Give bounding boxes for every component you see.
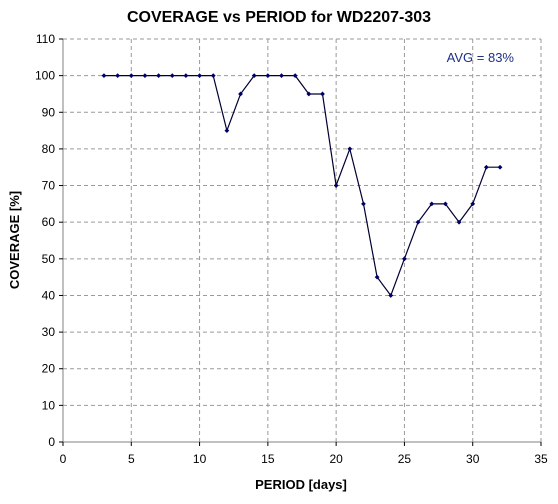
data-point (115, 73, 121, 79)
data-point (279, 73, 284, 79)
data-point (306, 91, 312, 97)
series-layer (101, 73, 503, 298)
x-tick-label-15: 15 (261, 452, 275, 466)
y-tick-label-40: 40 (42, 288, 56, 302)
x-tick-label-30: 30 (466, 452, 480, 466)
data-point (497, 164, 503, 170)
y-tick-label-30: 30 (42, 325, 56, 339)
axes (59, 38, 542, 446)
x-tick-label-0: 0 (60, 452, 67, 466)
data-point (402, 256, 407, 262)
y-tick-label-60: 60 (42, 215, 56, 229)
data-point (361, 201, 366, 207)
data-point (142, 73, 148, 79)
tick-labels: 0 10 20 30 40 50 60 70 80 90 100 110 0 5 10 15 20 25 30 35 (35, 32, 548, 466)
data-point (156, 73, 161, 79)
data-point (238, 91, 243, 97)
data-point (456, 219, 462, 225)
data-point (197, 73, 202, 79)
data-point (169, 73, 175, 79)
y-tick-label-80: 80 (42, 142, 56, 156)
avg-annotation: AVG = 83% (447, 50, 515, 65)
x-tick-label-5: 5 (128, 452, 135, 466)
x-tick-label-35: 35 (534, 452, 548, 466)
x-axis-label: PERIOD [days] (255, 477, 347, 492)
y-tick-label-90: 90 (42, 105, 56, 119)
y-tick-label-10: 10 (42, 398, 56, 412)
grid (63, 38, 542, 442)
data-point (128, 73, 134, 79)
y-tick-label-50: 50 (42, 252, 56, 266)
x-tick-label-25: 25 (398, 452, 412, 466)
data-point (183, 73, 189, 79)
data-point (347, 146, 353, 152)
y-tick-label-110: 110 (36, 32, 55, 46)
data-point (251, 73, 257, 79)
data-point (415, 219, 421, 225)
data-point (429, 201, 435, 207)
data-point (292, 73, 298, 79)
data-point (443, 201, 448, 207)
x-tick-label-20: 20 (329, 452, 343, 466)
y-tick-label-20: 20 (42, 362, 56, 376)
y-tick-label-100: 100 (35, 69, 55, 83)
data-point (210, 73, 216, 79)
y-tick-label-0: 0 (48, 435, 55, 449)
data-point (374, 274, 380, 280)
data-point (224, 128, 230, 133)
data-point (470, 201, 476, 207)
data-point (483, 164, 489, 170)
data-point (320, 91, 325, 97)
chart-title: COVERAGE vs PERIOD for WD2207-303 (127, 9, 431, 26)
data-point (265, 73, 271, 79)
y-tick-label-70: 70 (42, 179, 56, 193)
y-axis-label: COVERAGE [%] (7, 191, 22, 289)
x-tick-label-10: 10 (193, 452, 207, 466)
data-point (333, 183, 339, 188)
data-point (101, 73, 107, 79)
data-point (388, 293, 394, 298)
